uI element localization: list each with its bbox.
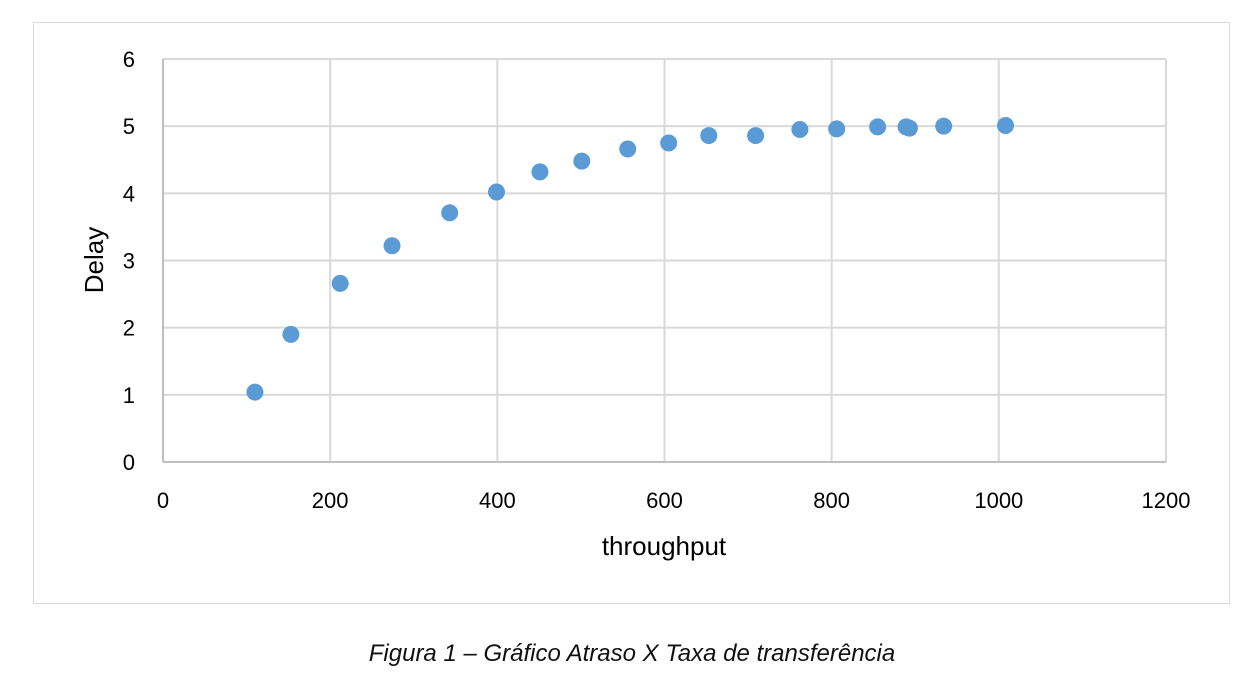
data-point [997,116,1015,134]
data-point [828,120,846,138]
x-tick-label: 200 [312,488,349,513]
data-point [441,204,459,222]
data-point [531,163,549,181]
scatter-chart: 0 200 400 600 800 1000 1200 0 1 2 3 4 5 6 throughput… [79,47,1191,561]
data-point [935,117,953,135]
y-tick-label: 3 [123,249,135,274]
data-point [791,121,809,139]
data-point [660,134,678,152]
data-point [869,118,887,136]
data-points [246,116,1015,401]
data-point [487,183,505,201]
x-tick-label: 400 [479,488,516,513]
figure-caption: Figura 1 – Gráfico Atraso X Taxa de tran… [368,640,896,667]
y-axis-title: Delay [79,227,109,293]
x-tick-label: 0 [157,488,169,513]
x-tick-labels: 0 200 400 600 800 1000 1200 [157,488,1191,513]
y-tick-label: 6 [123,47,135,72]
y-tick-label: 5 [123,114,135,139]
y-tick-labels: 0 1 2 3 4 5 6 [123,47,135,475]
data-point [700,127,718,145]
x-tick-label: 1000 [974,488,1023,513]
chart-area [33,22,1230,604]
data-point [573,152,591,170]
y-tick-label: 1 [123,383,135,408]
data-point [383,237,401,255]
x-tick-label: 600 [646,488,683,513]
data-point [246,383,264,401]
axes [162,59,1166,463]
y-tick-label: 4 [123,181,135,206]
x-tick-label: 800 [813,488,850,513]
data-point [282,325,300,343]
data-point [331,274,349,292]
data-point [747,127,765,145]
gridlines [163,58,1167,462]
data-point [619,140,637,158]
x-axis-title: throughput [602,531,727,561]
data-point [900,119,918,137]
x-tick-label: 1200 [1142,488,1191,513]
y-tick-label: 0 [123,450,135,475]
y-tick-label: 2 [123,316,135,341]
